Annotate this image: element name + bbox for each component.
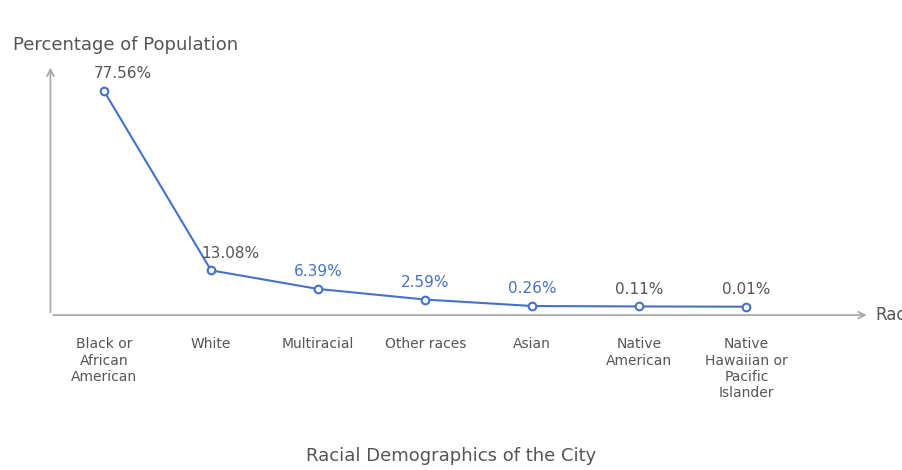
Text: Race: Race bbox=[875, 306, 902, 324]
Text: Racial Demographics of the City: Racial Demographics of the City bbox=[306, 447, 596, 465]
Text: 2.59%: 2.59% bbox=[401, 275, 449, 290]
Text: 0.11%: 0.11% bbox=[615, 282, 664, 297]
Text: 13.08%: 13.08% bbox=[201, 246, 260, 261]
Text: 0.26%: 0.26% bbox=[508, 281, 557, 296]
Text: 77.56%: 77.56% bbox=[94, 66, 152, 81]
Text: 6.39%: 6.39% bbox=[294, 264, 343, 279]
Text: 0.01%: 0.01% bbox=[723, 282, 770, 297]
Text: Percentage of Population: Percentage of Population bbox=[13, 36, 238, 54]
